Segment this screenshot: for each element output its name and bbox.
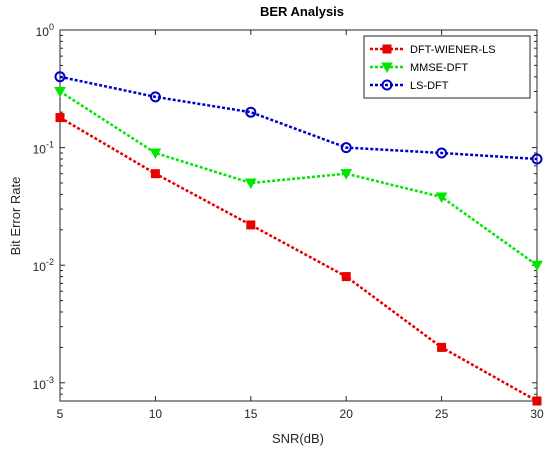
data-point-triangle [531,260,543,272]
series-mmse-dft [54,86,543,272]
series-ls-dft [54,71,543,165]
data-point-circle [245,106,257,118]
data-point-square [532,396,542,406]
data-point-circle [531,153,543,165]
data-point-circle [436,147,448,159]
data-point-circle [340,142,352,154]
x-tick-label: 20 [340,407,354,421]
data-point-square [246,220,256,230]
legend: DFT-WIENER-LS MMSE-DFT LS-DFT [363,35,531,99]
x-axis-title: SNR(dB) [272,431,324,446]
data-point-square [55,113,65,123]
y-tick-label: 10-2 [33,257,54,274]
data-point-triangle [54,86,66,98]
chart-title: BER Analysis [260,4,344,19]
x-tick-label: 10 [149,407,163,421]
y-tick-label-base: 10 [36,25,50,39]
y-tick-label: 10-3 [33,375,54,392]
x-axis-ticks: 5 10 15 20 25 30 [57,30,544,421]
y-tick-label-exponent: -2 [46,257,54,267]
data-point-triangle [435,192,448,204]
data-point-square [341,272,351,282]
data-point-circle [149,91,161,103]
x-tick-label: 15 [244,407,258,421]
y-axis-title: Bit Error Rate [8,177,23,256]
legend-marker [381,62,393,74]
legend-marker [381,79,393,91]
legend-label: DFT-WIENER-LS [410,44,496,56]
series-line [59,75,538,161]
data-point-triangle [340,169,353,180]
data-point-square [150,169,160,179]
data-point-triangle [149,148,162,160]
y-tick-label: 100 [36,22,54,39]
legend-marker [382,44,392,54]
legend-label: LS-DFT [410,80,449,92]
series-line [59,116,538,403]
y-tick-label-base: 10 [33,143,47,157]
y-tick-label-exponent: 0 [49,22,54,32]
plot-frame [59,29,538,402]
y-tick-label: 10-1 [33,140,54,157]
plot-area [59,29,538,402]
x-tick-label: 5 [57,407,64,421]
x-tick-label: 30 [530,407,544,421]
data-point-triangle [244,178,257,190]
series-line [59,90,538,267]
y-tick-label-base: 10 [33,260,47,274]
y-tick-label-exponent: -3 [46,375,54,385]
x-tick-label: 25 [435,407,449,421]
y-tick-label-exponent: -1 [46,140,54,150]
series-dft-wiener-ls [55,113,542,406]
y-tick-label-base: 10 [33,378,47,392]
data-point-circle [54,71,66,83]
legend-label: MMSE-DFT [410,62,468,74]
series-layer [54,71,543,406]
data-point-square [437,342,447,352]
